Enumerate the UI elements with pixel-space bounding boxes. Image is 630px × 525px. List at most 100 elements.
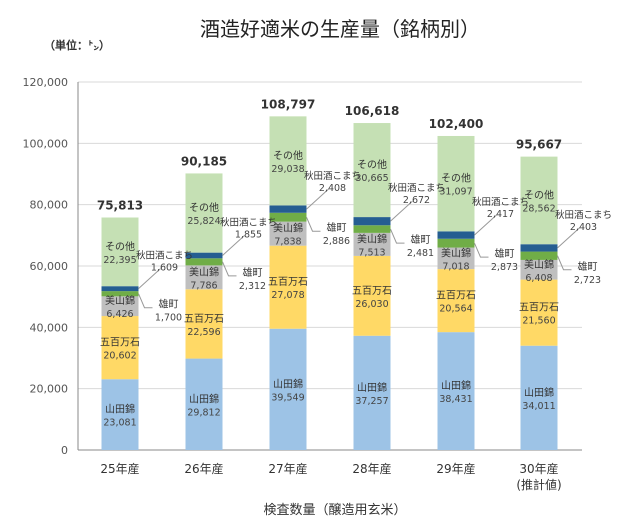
leader-line [474,242,489,258]
total-label: 106,618 [345,104,400,118]
segment-name-label: その他 [273,149,303,162]
segment-name-label: 秋田酒こまち [220,216,277,228]
leader-line [390,228,405,244]
bar-segment-5 [437,135,475,232]
segment-value-label: 29,038 [271,164,304,175]
segment-value-label: 2,403 [570,222,597,233]
segment-name-label: 雄町 [578,260,598,273]
segment-name-label: 雄町 [495,247,515,260]
segment-name-label: その他 [441,172,471,185]
segment-value-label: 7,786 [190,280,217,291]
segment-name-label: その他 [105,240,135,253]
segment-name-label: 五百万石 [184,313,224,325]
segment-value-label: 21,560 [522,316,555,327]
segment-name-label: 秋田酒こまち [136,250,193,262]
bar-segment-0 [520,345,558,450]
segment-value-label: 38,431 [439,394,472,405]
segment-value-label: 22,596 [187,327,220,338]
y-tick-label: 80,000 [30,199,69,212]
bar-segment-2 [520,259,558,280]
segment-value-label: 22,395 [103,255,136,266]
segment-value-label: 2,886 [323,236,350,247]
bar-segment-2 [353,232,391,256]
bar-segment-4 [185,252,223,259]
segment-value-label: 23,081 [103,418,136,429]
segment-name-label: 美山錦 [105,294,135,307]
bar-segment-3 [185,258,223,266]
chart-title: 酒造好適米の生産量（銘柄別） [200,17,480,41]
segment-value-label: 27,078 [271,290,304,301]
bar-segment-2 [185,265,223,290]
segment-name-label: 五百万石 [352,285,392,297]
segment-name-label: 秋田酒こまち [472,196,529,208]
segment-value-label: 26,030 [355,299,388,310]
segment-value-label: 2,873 [491,262,518,273]
segment-name-label: 美山錦 [357,232,387,245]
segment-name-label: 雄町 [411,233,431,246]
segment-value-label: 2,417 [487,209,514,220]
bar-segment-4 [353,217,391,226]
y-tick-label: 40,000 [30,321,69,334]
segment-value-label: 6,426 [106,309,133,320]
segment-name-label: 山田錦 [524,386,554,399]
segment-name-label: 雄町 [159,298,179,311]
segment-name-label: 美山錦 [273,222,303,235]
segment-value-label: 39,549 [271,392,304,403]
leader-line [222,235,245,256]
segment-name-label: 秋田酒こまち [304,170,361,182]
segment-name-label: 秋田酒こまち [555,209,612,221]
total-label: 75,813 [97,199,143,213]
leader-line [306,217,321,232]
segment-value-label: 29,812 [187,407,220,418]
segment-value-label: 2,723 [574,275,601,286]
segment-value-label: 7,513 [358,247,385,258]
segment-name-label: 山田錦 [441,379,471,392]
segment-value-label: 2,312 [239,281,266,292]
segment-value-label: 30,665 [355,173,388,184]
segment-value-label: 7,018 [442,261,469,272]
segment-value-label: 28,562 [522,203,555,214]
segment-name-label: 五百万石 [268,276,308,288]
x-tick-label: 29年産 [436,461,475,476]
segment-name-label: その他 [524,188,554,201]
leader-line [138,268,161,290]
segment-name-label: 美山錦 [524,258,554,271]
segment-value-label: 1,609 [151,263,178,274]
segment-value-label: 37,257 [355,396,388,407]
total-label: 102,400 [429,117,484,131]
bar-segment-0 [185,358,223,450]
leader-line [474,214,497,236]
y-tick-label: 0 [61,444,68,457]
bar-segment-0 [437,332,475,450]
bar-segment-4 [269,205,307,213]
segment-name-label: 山田錦 [273,377,303,390]
x-tick-label: 28年産 [352,461,391,476]
y-tick-label: 120,000 [23,76,69,89]
bar-segment-0 [269,328,307,450]
segment-value-label: 1,700 [155,313,182,324]
total-label: 95,667 [516,138,562,152]
bar-segment-1 [185,289,223,359]
bar-segment-5 [269,116,307,206]
x-tick-label: 25年産 [100,461,139,476]
bar-segment-5 [185,173,223,253]
segment-value-label: 20,564 [439,304,472,315]
bar-segment-1 [353,255,391,336]
bar-segment-4 [520,244,558,252]
bar-segment-1 [101,316,139,380]
segment-name-label: 秋田酒こまち [388,182,445,194]
bar-segment-2 [101,296,139,317]
bar-segment-4 [101,286,139,292]
bar-segment-2 [437,247,475,270]
bar-segment-3 [353,225,391,233]
segment-name-label: 美山錦 [189,265,219,278]
segment-value-label: 6,408 [525,273,552,284]
segment-name-label: 五百万石 [100,337,140,349]
bar-segment-5 [101,217,139,287]
unit-label: （単位：㌧） [44,38,110,52]
x-tick-label: 26年産 [184,461,223,476]
bar-segment-0 [101,379,139,450]
bar-segment-2 [269,221,307,246]
